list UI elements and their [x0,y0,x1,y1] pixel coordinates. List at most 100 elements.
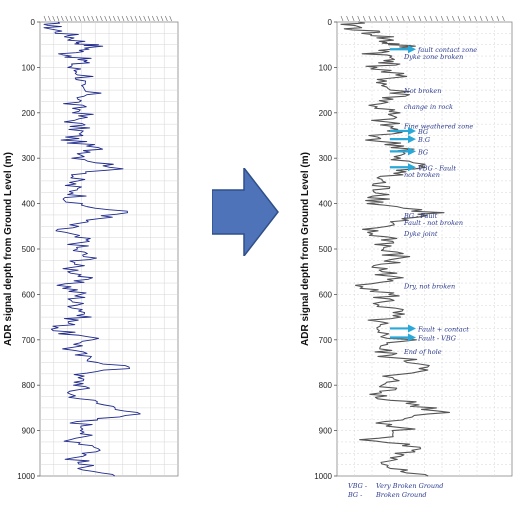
y-tick-label: 1000 [314,472,332,481]
y-tick-label: 0 [31,18,36,27]
top-tick-mark [108,15,112,22]
annotation-text: Dry, not broken [403,282,455,290]
annotation-arrow-head [408,163,416,172]
y-tick-label: 300 [319,154,333,163]
top-tick-mark [474,15,477,22]
top-tick-mark [374,15,377,22]
adr-depth-chart-annotated: 0 100 200 300 400 500 600 700 800 900 1000 ADR sign… [300,15,513,499]
top-tick-mark [165,15,168,22]
y-tick-label: 800 [319,381,333,390]
top-tick-mark [452,15,455,22]
legend-text: Broken Ground [375,491,427,499]
top-tick-mark [113,15,116,22]
top-tick-mark [169,15,172,22]
top-tick-mark [117,15,120,22]
top-tick-mark [160,15,164,22]
y-tick-label: 700 [319,336,333,345]
top-tick-mark [379,15,383,22]
annotation-arrow-head [408,333,416,342]
top-tick-mark [65,15,68,22]
top-tick-mark [491,15,494,22]
top-tick-mark [407,15,411,22]
top-tick-mark [43,15,47,22]
top-tick-mark [468,15,472,22]
y-tick-label: 1000 [17,472,35,481]
top-tick-mark [130,15,133,22]
top-tick-mark [121,15,125,22]
y-tick-label: 0 [328,18,333,27]
annotation-text: B.G [417,136,430,144]
annotation-text: VBG - Fault [418,164,456,172]
annotation-text: Dyke zone broken [403,53,463,61]
annotation-text: Not broken [403,87,441,95]
top-tick-mark [413,15,416,22]
top-tick-mark [479,15,483,22]
top-tick-mark [87,15,90,22]
annotation-text: fault contact zone [417,46,477,54]
y-tick-label: 400 [319,200,333,209]
y-tick-label: 200 [319,109,333,118]
top-tick-mark [147,15,151,22]
top-tick-mark [424,15,427,22]
annotation-text: Dyke joint [403,230,438,238]
top-tick-mark [143,15,146,22]
annotation-arrow-head [408,147,416,156]
top-tick-mark [396,15,399,22]
top-tick-mark [69,15,73,22]
y-tick-label: 100 [22,63,36,72]
top-tick-mark [440,15,444,22]
top-tick-mark [457,15,461,22]
top-tick-mark [104,15,107,22]
annotation-text: not broken [404,171,440,179]
top-tick-mark [401,15,405,22]
annotation-text: BG - Fault [403,212,438,220]
y-axis-label: ADR signal depth from Ground Level (m) [300,152,311,346]
annotation-text: BG [417,148,428,156]
top-tick-mark [463,15,466,22]
y-tick-label: 500 [22,245,36,254]
top-tick-mark [496,15,500,22]
annotation-text: Fine weathered zone [403,123,473,131]
top-tick-mark [435,15,438,22]
top-tick-mark [74,15,77,22]
top-tick-mark [91,15,94,22]
top-tick-mark [429,15,433,22]
top-tick-mark [368,15,372,22]
top-tick-mark [418,15,422,22]
annotation-text: change in rock [404,103,453,111]
annotation-text: Fault + contact [417,325,469,333]
top-tick-mark [485,15,489,22]
top-tick-mark [139,15,142,22]
top-tick-mark [362,15,366,22]
top-tick-mark [357,15,360,22]
top-tick-mark [100,15,103,22]
y-tick-label: 600 [319,290,333,299]
annotation-arrow-head [408,126,416,135]
annotation-text: Fault - VBG [417,335,456,343]
annotation-arrow-head [408,135,416,144]
annotation-arrow-head [408,324,416,333]
top-tick-mark [390,15,394,22]
top-tick-mark [126,15,129,22]
top-tick-mark [156,15,159,22]
y-tick-label: 100 [319,63,333,72]
y-tick-label: 900 [22,427,36,436]
right-arrow-icon [212,168,279,256]
top-tick-mark [351,15,355,22]
annotation-text: Fault - not broken [403,219,463,227]
legend-key: BG - [347,491,362,499]
y-tick-label: 300 [22,154,36,163]
top-tick-mark [346,15,349,22]
top-tick-mark [78,15,81,22]
y-axis-label: ADR signal depth from Ground Level (m) [3,152,14,346]
y-tick-label: 900 [319,427,333,436]
y-tick-label: 500 [319,245,333,254]
annotation-arrow-head [408,45,416,54]
annotation-text: End of hole [403,348,442,356]
top-tick-mark [56,15,60,22]
signal-trace [340,21,451,477]
legend-key: VBG - [348,482,367,490]
top-tick-mark [52,15,55,22]
y-tick-label: 600 [22,290,36,299]
top-tick-mark [61,15,64,22]
